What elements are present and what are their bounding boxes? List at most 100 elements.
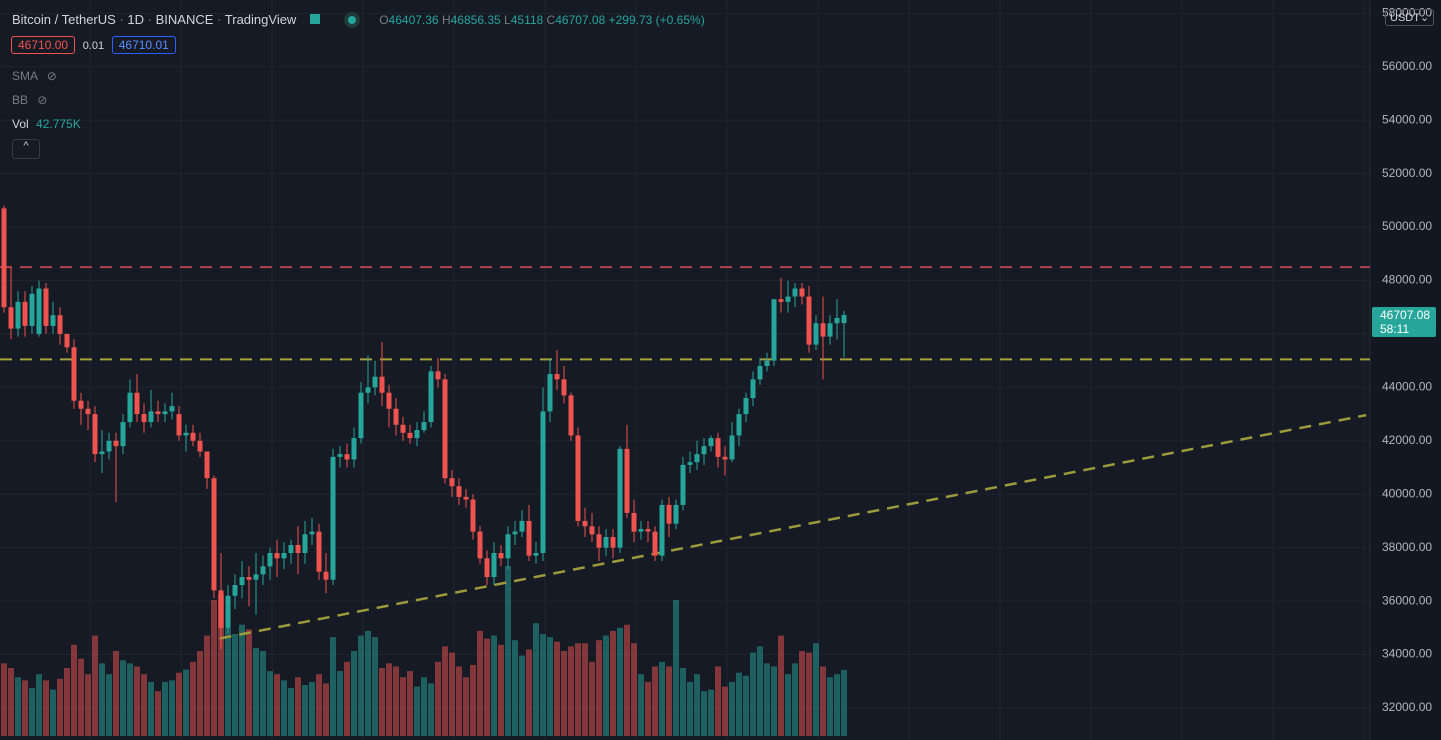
bid[interactable]: 46710.00 — [11, 36, 76, 54]
candle-body — [589, 526, 595, 535]
candle-body — [344, 454, 350, 460]
candle-body — [596, 534, 602, 548]
volume-bar — [211, 600, 217, 736]
candle-body — [736, 414, 742, 436]
y-tick-label: 38000.00 — [1382, 540, 1432, 554]
volume-bar — [204, 635, 210, 736]
volume-bar — [435, 661, 441, 736]
volume-bar — [400, 677, 406, 736]
volume-bar — [554, 641, 560, 736]
volume-bar — [106, 674, 112, 736]
volume-bar — [442, 646, 448, 736]
interval[interactable]: 1D — [127, 12, 145, 27]
volume-bar — [575, 643, 581, 736]
volume-bar — [71, 644, 77, 736]
volume-bar — [64, 668, 70, 736]
candle-body — [190, 432, 196, 441]
candle-body — [85, 408, 91, 415]
candle-body — [463, 496, 469, 500]
currency[interactable]: USDT⌄ — [1385, 9, 1435, 26]
volume-bar — [169, 680, 175, 736]
candle-body — [652, 531, 658, 556]
volume-bar — [302, 685, 308, 736]
candle-body — [568, 395, 574, 436]
volume-bar — [806, 652, 812, 736]
candle-body — [631, 512, 637, 532]
candle-body — [372, 376, 378, 388]
candle-body — [113, 440, 119, 447]
candle-body — [701, 446, 707, 455]
candle-body — [428, 371, 434, 423]
candle-body — [624, 448, 630, 513]
volume-bar — [218, 593, 224, 736]
volume-bar — [666, 666, 672, 736]
candle-body — [92, 414, 98, 455]
candle-body — [50, 315, 56, 326]
marks: 32000.00 34000.00 36000.00 38000.00 40000.00… — [0, 6, 1432, 736]
flag[interactable] — [309, 14, 320, 24]
candle-body — [239, 577, 245, 586]
ask[interactable]: 46710.01 — [111, 36, 176, 54]
candle-body — [260, 566, 266, 575]
volume-bar — [78, 658, 84, 736]
volume-bar — [792, 663, 798, 736]
low: 45118 — [510, 13, 544, 27]
vol-label: Vol — [12, 117, 29, 131]
candle-body — [806, 296, 812, 345]
candle-body — [78, 400, 84, 409]
volume-bar — [267, 671, 273, 736]
volume-bar — [288, 688, 294, 736]
bb[interactable]: BB ⊘ — [12, 93, 48, 107]
candle-body — [176, 414, 182, 436]
candle-body — [659, 504, 665, 556]
candle-body — [694, 454, 700, 463]
candle-body — [71, 347, 77, 401]
volume-bar — [764, 663, 770, 736]
volume-bar — [379, 668, 385, 736]
volume-bar — [372, 637, 378, 736]
candle-body — [575, 435, 581, 521]
sma[interactable]: SMA ⊘ — [12, 69, 57, 83]
volume-bar — [50, 689, 56, 736]
volume-bar — [708, 689, 714, 736]
candle-body — [1, 208, 7, 308]
plot-bg — [0, 0, 1370, 740]
vol: Vol 42.775K — [12, 117, 81, 131]
volume-bar — [750, 652, 756, 736]
volume-bar — [15, 677, 21, 736]
volume-bar — [29, 688, 35, 736]
candle-body — [547, 374, 553, 412]
candle-body — [666, 504, 672, 524]
y-tick-label: 56000.00 — [1382, 59, 1432, 73]
volume-bar — [43, 680, 49, 736]
candle-body — [183, 432, 189, 436]
volume-bar — [232, 634, 238, 736]
candle-body — [435, 371, 441, 380]
collapse[interactable]: ^ — [12, 139, 40, 159]
volume-bar — [638, 674, 644, 736]
candle-body — [274, 552, 280, 559]
volume-bar — [589, 661, 595, 736]
candle-body — [722, 456, 728, 460]
candle-body — [540, 411, 546, 553]
open: 46407.36 — [388, 13, 439, 27]
candle-body — [211, 478, 217, 591]
candle-body — [414, 430, 420, 439]
volume-bar — [694, 674, 700, 736]
volume-bar — [645, 681, 651, 736]
candle-body — [155, 411, 161, 415]
volume-bar — [281, 680, 287, 736]
candle-body — [470, 499, 476, 532]
candle-body — [29, 293, 35, 326]
candle-body — [813, 323, 819, 345]
candle-body — [232, 585, 238, 596]
y-tick-label: 44000.00 — [1382, 380, 1432, 394]
candle-body — [421, 422, 427, 431]
symbol[interactable]: Bitcoin / TetherUS — [12, 12, 116, 27]
quote: 46710.00 0.01 46710.01 — [11, 36, 176, 54]
candle-body — [778, 299, 784, 302]
y-tick-label: 36000.00 — [1382, 593, 1432, 607]
candle-body — [134, 392, 140, 415]
volume-bar — [225, 627, 231, 736]
